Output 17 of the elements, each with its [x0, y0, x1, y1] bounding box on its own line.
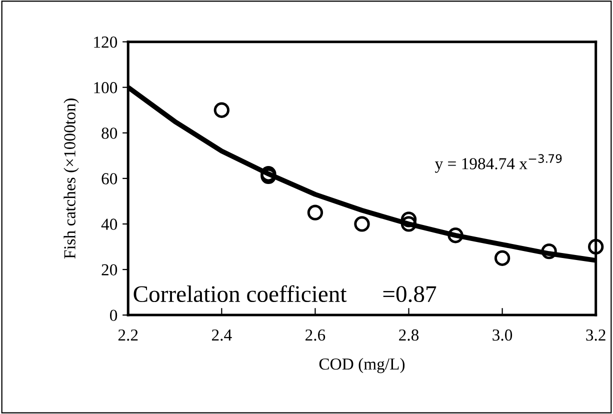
x-tick-label: 2.4 [212, 329, 232, 341]
x-axis-title: COD (mg/L) [319, 358, 405, 374]
y-tick-label: 0 [110, 310, 118, 321]
x-tick-label: 2.2 [118, 329, 138, 341]
y-tick-label: 80 [102, 128, 118, 139]
y-axis-title: Fish catches (×1000ton) [64, 98, 79, 259]
y-tick-label: 100 [94, 82, 118, 94]
y-tick-label: 20 [102, 264, 118, 276]
y-tick-label: 40 [101, 218, 118, 230]
y-tick-label: 120 [94, 36, 118, 48]
annotation: y = 1984.74 x$^{−3.79}$ [434, 154, 562, 173]
x-tick-label: 3.0 [492, 329, 512, 341]
annotation: Correlation coefficient =0.87 [134, 285, 436, 302]
x-tick-label: 2.6 [306, 329, 326, 341]
x-tick-label: 2.8 [399, 329, 419, 341]
y-tick-label: 60 [102, 173, 118, 184]
x-tick-label: 3.2 [586, 329, 606, 341]
